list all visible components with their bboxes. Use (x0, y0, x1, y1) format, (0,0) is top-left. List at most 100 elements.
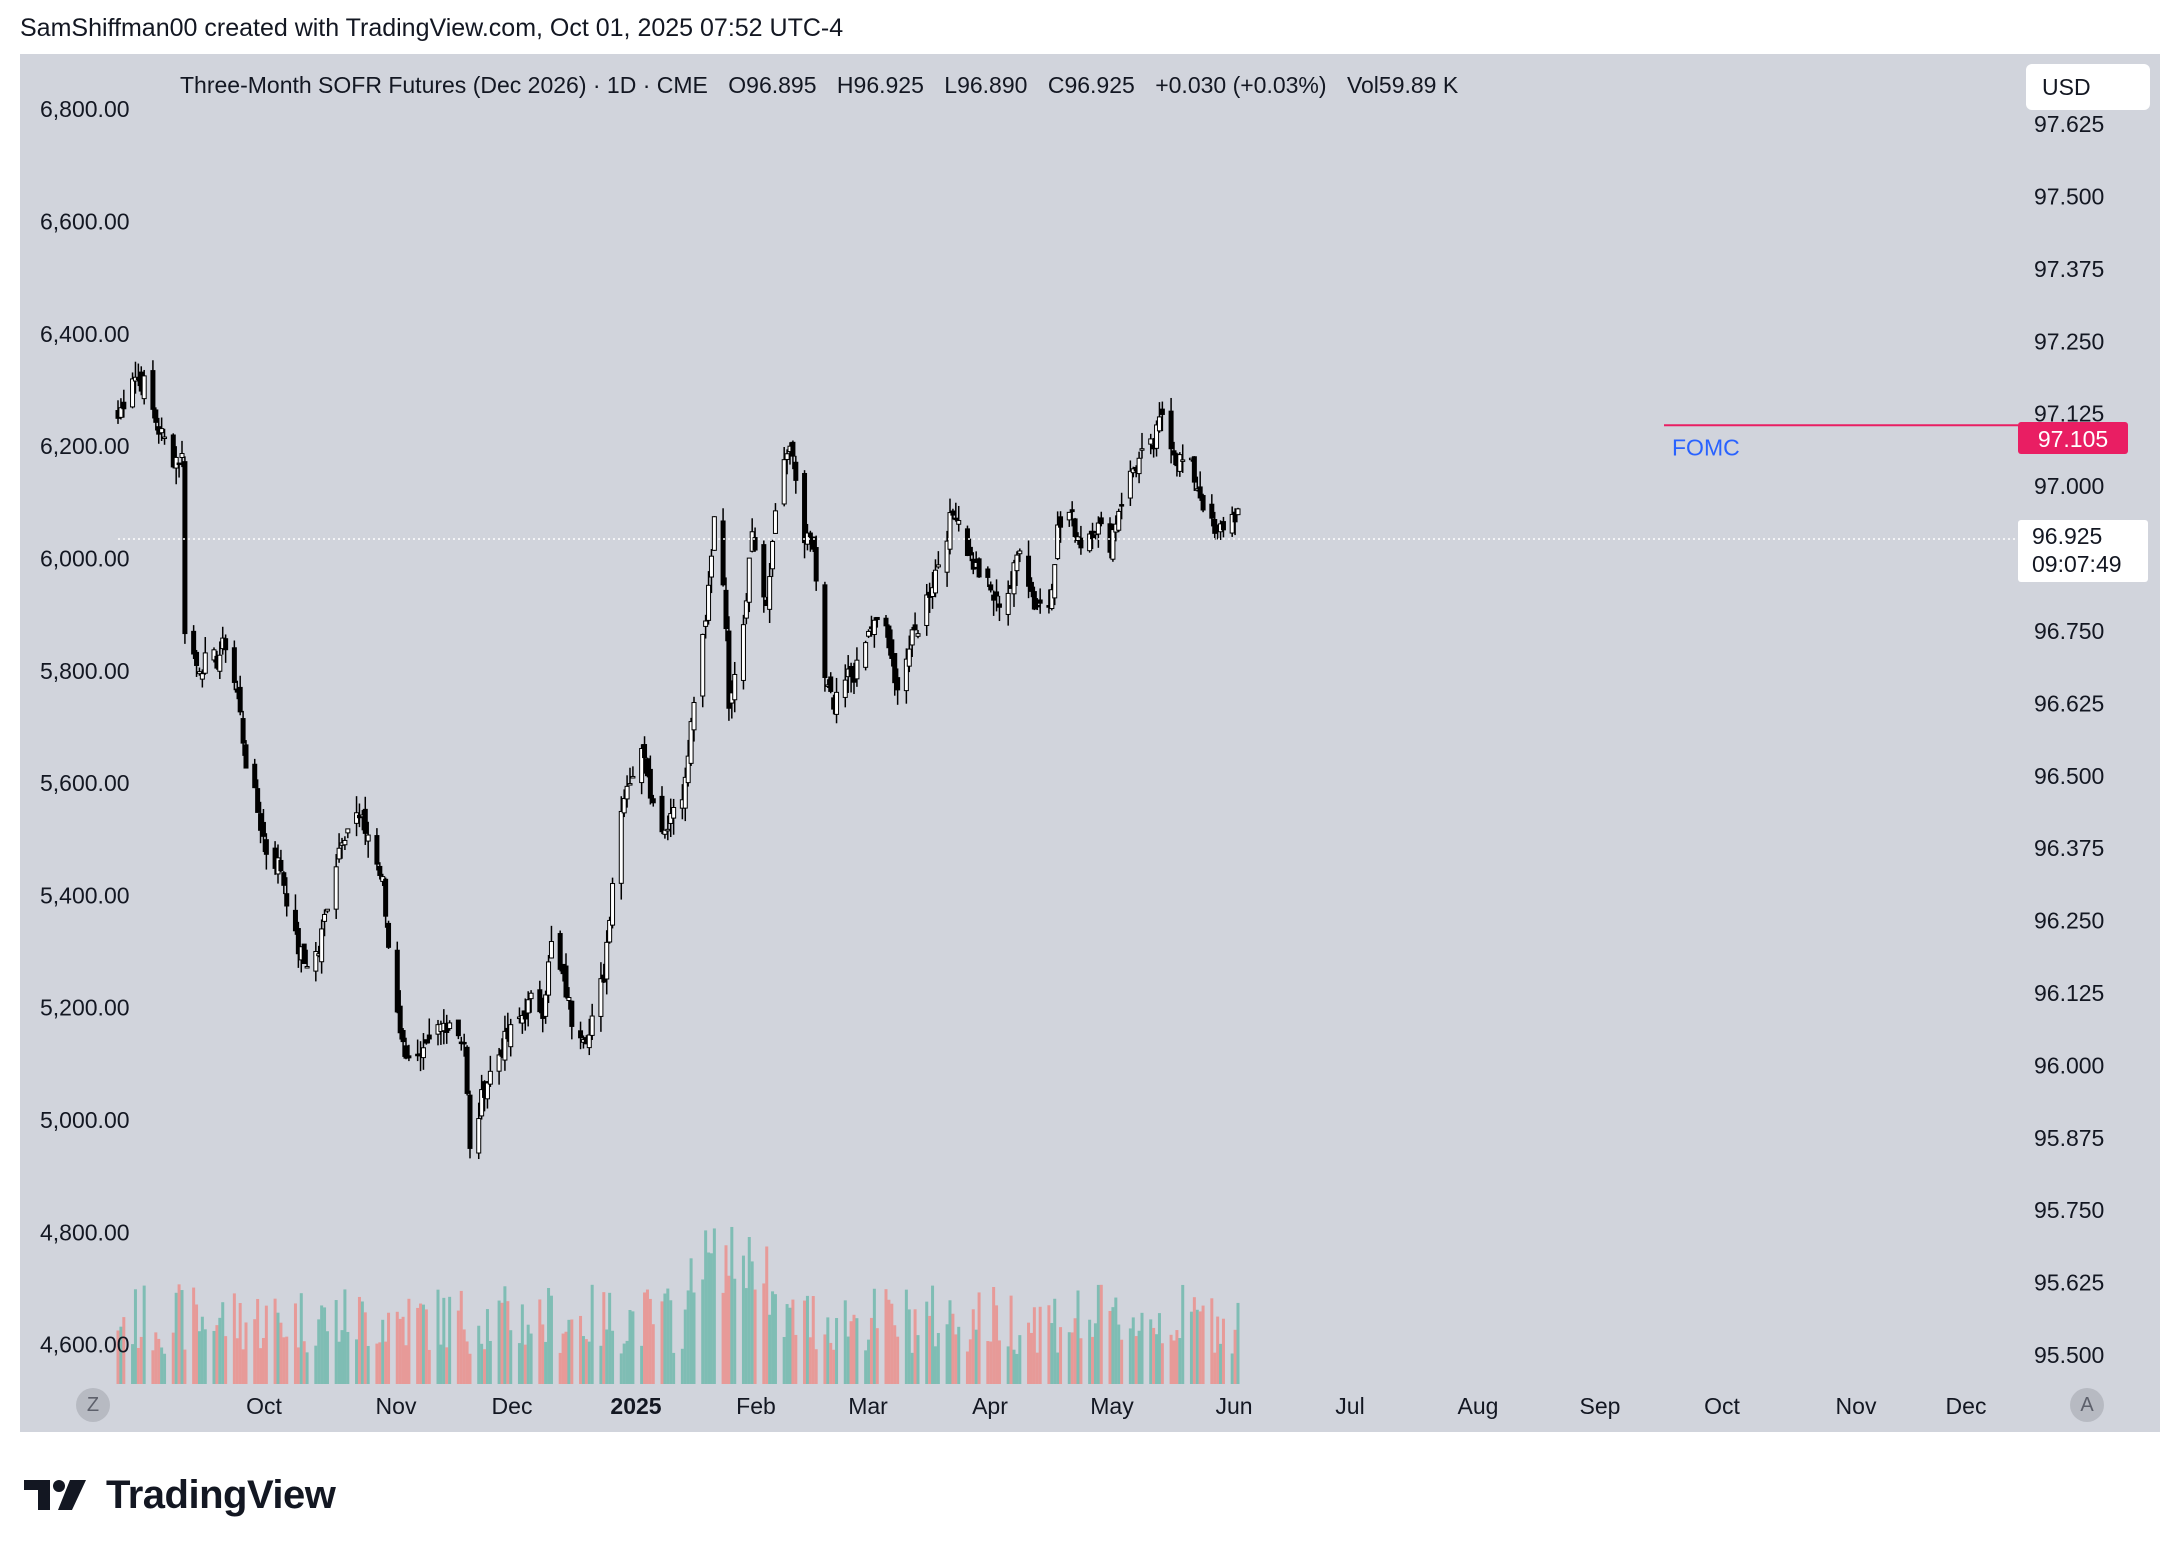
candle-body (976, 558, 982, 578)
candle-body (950, 510, 956, 516)
volume-bar (387, 1312, 391, 1384)
candle-body (528, 992, 534, 1000)
candle-body (1037, 599, 1043, 604)
candle-body (874, 616, 880, 621)
volume-bar (709, 1253, 713, 1384)
volume-bar (416, 1307, 420, 1384)
volume-bar (171, 1332, 175, 1384)
candle-body (662, 829, 668, 835)
volume-bar (948, 1300, 952, 1384)
candle-body (688, 721, 694, 764)
volume-bar (933, 1346, 937, 1384)
candle-body (569, 1000, 575, 1027)
legend-close: 96.925 (1064, 72, 1134, 98)
volume-bar (157, 1338, 161, 1384)
candle-body (182, 461, 188, 635)
candle-body (1180, 459, 1186, 462)
candle-body (1058, 516, 1064, 528)
candle-body (496, 1054, 502, 1072)
candle-body (781, 459, 787, 505)
volume-bar (503, 1286, 507, 1384)
volume-bar (1198, 1311, 1202, 1384)
volume-bar (253, 1319, 257, 1384)
right-axis-tick: 97.500 (2034, 183, 2104, 209)
volume-bar (1117, 1324, 1121, 1384)
left-axis-tick: 4,800.00 (40, 1219, 130, 1245)
candle-body (883, 617, 889, 627)
volume-bar (427, 1349, 431, 1384)
svg-text:Three-Month SOFR Futures (Dec: Three-Month SOFR Futures (Dec 2026) · 1D… (180, 72, 1459, 98)
volume-bar (276, 1312, 280, 1384)
volume-bar (721, 1292, 725, 1384)
chart-canvas[interactable]: FOMC 6,800.00 6,600.00 6,400.00 6,200.00 6,0… (20, 54, 2160, 1432)
volume-bar (221, 1302, 225, 1384)
candle-body (1078, 537, 1084, 549)
volume-bar (826, 1317, 830, 1384)
volume-bar (293, 1303, 297, 1384)
volume-bar (456, 1310, 460, 1384)
volume-bar (712, 1228, 716, 1384)
volume-bar (325, 1331, 329, 1384)
tradingview-logo-icon (24, 1480, 86, 1510)
candle-body (153, 409, 159, 423)
candle-body (834, 691, 840, 715)
right-axis-tick: 97.000 (2034, 473, 2104, 499)
candle-body (752, 537, 758, 551)
last-price-tag: 96.925 09:07:49 (2018, 520, 2148, 582)
left-axis-tick: 5,200.00 (40, 995, 130, 1021)
candle-body (319, 928, 325, 963)
volume-bar (1047, 1305, 1051, 1384)
auto-scale-right-button[interactable]: A (2070, 1388, 2104, 1422)
chart-panel[interactable]: FOMC 6,800.00 6,600.00 6,400.00 6,200.00 6,0… (20, 54, 2160, 1432)
candle-body (915, 633, 921, 637)
candle-body (871, 619, 877, 636)
candle-body (1171, 450, 1177, 456)
volume-bar (928, 1315, 932, 1384)
volume-bar (666, 1288, 670, 1384)
candle-body (964, 528, 970, 556)
volume-bar (896, 1336, 900, 1384)
candle-body (194, 651, 200, 666)
volume-bar (1152, 1327, 1156, 1384)
volume-bar (727, 1275, 731, 1384)
volume-bar (241, 1349, 245, 1384)
volume-bar (869, 1317, 873, 1384)
legend-low-label: L (944, 72, 957, 98)
volume-bar (401, 1316, 405, 1384)
candle-body (199, 673, 205, 680)
candle-body (906, 648, 912, 667)
volume-bar (750, 1261, 754, 1384)
volume-bar (1219, 1343, 1223, 1384)
candle-body (374, 835, 380, 865)
volume-bar (672, 1352, 676, 1384)
volume-bar (590, 1284, 594, 1384)
candle-body (956, 520, 962, 525)
volume-bar (212, 1330, 216, 1384)
candle-body (1110, 529, 1116, 560)
candle-body (461, 1041, 467, 1045)
candle-body (802, 472, 808, 544)
candle-body (1119, 504, 1125, 507)
volume-bar (579, 1315, 583, 1384)
candle-body (703, 620, 709, 627)
volume-bar (971, 1309, 975, 1384)
volume-bar (968, 1339, 972, 1384)
volume-bar (523, 1344, 527, 1384)
candle-body (618, 810, 624, 884)
volume-bar (567, 1319, 571, 1384)
volume-bar (1018, 1335, 1022, 1384)
volume-bar (643, 1292, 647, 1384)
auto-scale-left-button[interactable]: Z (76, 1388, 110, 1422)
candle-body (842, 679, 848, 698)
volume-bar (965, 1351, 969, 1384)
candle-body (1095, 522, 1101, 535)
candle-body (487, 1070, 493, 1085)
volume-bar (794, 1334, 798, 1384)
volume-bar (459, 1290, 463, 1384)
candle-body (484, 1082, 490, 1100)
currency-selector[interactable]: USD (2026, 64, 2150, 110)
volume-bar (916, 1335, 920, 1384)
candle-body (863, 642, 869, 668)
candle-body (665, 828, 671, 832)
x-axis-tick: Oct (1704, 1393, 1740, 1419)
